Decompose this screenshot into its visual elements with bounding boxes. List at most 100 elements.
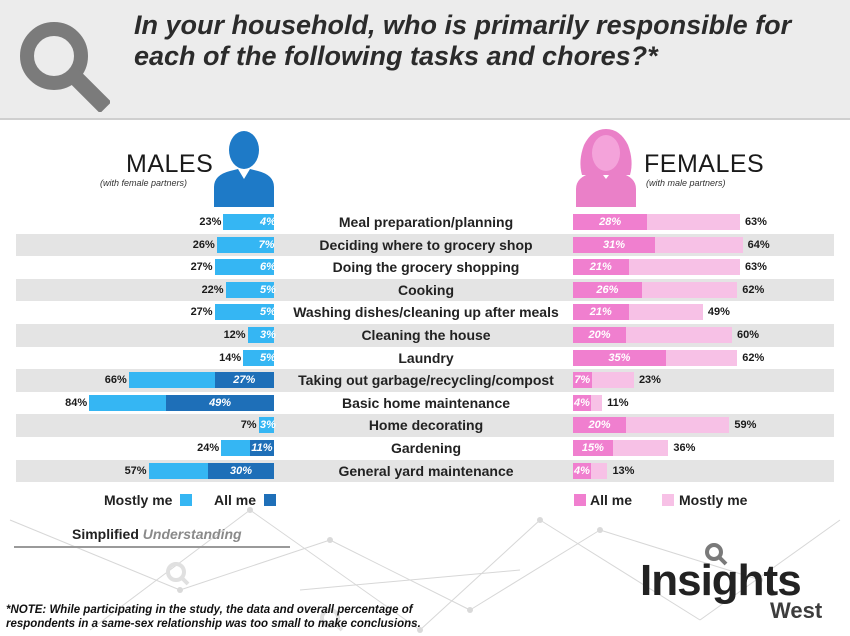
label-female-mostly: 13%: [612, 464, 635, 477]
label-male-mostly: 12%: [223, 329, 246, 341]
bar-male-all: [260, 281, 274, 298]
chart-row: 5% 22% Cooking 26% 62%: [16, 278, 834, 302]
label-female-mostly: 60%: [737, 329, 760, 341]
bar-male-all: [208, 462, 274, 479]
bar-female-all: [573, 327, 626, 343]
chart-row: 11% 24% Gardening 15% 36%: [16, 437, 834, 460]
label-female-all: 21%: [589, 306, 612, 319]
label-female-all: 7%: [574, 374, 591, 387]
chart-row: 30% 57% General yard maintenance 4% 13%: [16, 459, 834, 483]
bar-female-all: [573, 417, 626, 434]
bar-female-all: [573, 349, 666, 366]
females-subtitle: (with male partners): [646, 178, 726, 188]
label-male-all: 3%: [260, 419, 276, 432]
chart-row: 5% 14% Laundry 35% 62%: [16, 347, 834, 370]
legend-male-all-swatch: [264, 494, 276, 506]
logo-insights: Insights: [640, 556, 802, 605]
page-title: In your household, who is primarily resp…: [134, 10, 792, 71]
legend-female-mostly: Mostly me: [679, 492, 748, 508]
bar-male-all: [260, 214, 274, 230]
category-label: Cooking: [398, 281, 454, 298]
bar-female-all: [573, 304, 629, 321]
bar-male-all: [258, 236, 274, 253]
chart-row: 4% 23% Meal preparation/planning 28% 63%: [16, 211, 834, 234]
category-label: Cleaning the house: [361, 327, 491, 343]
label-male-all: 6%: [260, 261, 276, 274]
label-female-all: 26%: [596, 283, 619, 296]
label-female-mostly: 11%: [607, 396, 629, 409]
bar-male-all: [214, 372, 274, 389]
category-label: Basic home maintenance: [341, 394, 511, 411]
bar-female-all: [573, 236, 656, 253]
label-male-mostly: 84%: [65, 396, 88, 409]
bar-female-all: [573, 281, 642, 298]
bar-female-all: [573, 259, 629, 276]
category-label: Washing dishes/cleaning up after meals: [293, 304, 559, 321]
category-label: General yard maintenance: [338, 462, 514, 479]
label-female-mostly: 64%: [747, 238, 770, 251]
category-label: Home decorating: [368, 417, 484, 434]
label-female-all: 4%: [574, 396, 590, 409]
brand-divider: [14, 546, 290, 548]
bar-male-all: [260, 259, 274, 276]
label-female-all: 31%: [603, 238, 626, 251]
label-male-mostly: 27%: [190, 261, 213, 274]
label-male-mostly: 57%: [124, 464, 147, 477]
legend-female-all-swatch: [574, 494, 586, 506]
label-female-mostly: 59%: [734, 419, 757, 432]
label-male-mostly: 66%: [104, 374, 127, 387]
label-male-mostly: 24%: [197, 442, 220, 454]
label-male-all: 5%: [260, 283, 276, 296]
label-male-all: 49%: [209, 396, 232, 409]
bar-male-all: [260, 349, 274, 366]
chart-row: 3% 7% Home decorating 20% 59%: [16, 414, 834, 437]
label-male-all: 30%: [229, 464, 253, 477]
label-female-all: 20%: [588, 329, 611, 341]
label-female-mostly: 36%: [673, 442, 696, 454]
label-male-all: 5%: [260, 351, 276, 364]
label-male-all: 4%: [260, 216, 276, 228]
label-female-all: 28%: [599, 216, 622, 228]
label-male-mostly: 7%: [240, 419, 257, 432]
category-label: Deciding where to grocery shop: [319, 236, 533, 253]
bar-female-all: [573, 394, 591, 411]
bar-male-mostly: [214, 259, 274, 276]
category-label: Laundry: [398, 349, 454, 366]
header-band: In your household, who is primarily resp…: [0, 0, 850, 120]
chart-row: 5% 27% Washing dishes/cleaning up after me…: [16, 301, 834, 324]
label-female-all: 20%: [588, 419, 611, 432]
female-person-icon: [576, 129, 636, 207]
legend-male-all: All me: [214, 492, 257, 508]
chart-row: 27% 66% Taking out garbage/recycling/compo…: [16, 369, 834, 392]
label-male-mostly: 23%: [199, 216, 222, 228]
chart-row: 49% 84% Basic home maintenance 4% 11%: [16, 392, 834, 415]
category-label: Doing the grocery shopping: [332, 259, 520, 276]
legend-male-mostly: Mostly me: [104, 492, 173, 508]
chart-row: 3% 12% Cleaning the house 20% 60%: [16, 324, 834, 347]
male-person-icon: [214, 131, 274, 207]
bar-male-all: [260, 304, 274, 321]
chart-row: 6% 27% Doing the grocery shopping 21% 63%: [16, 256, 834, 279]
network-background: [9, 507, 841, 633]
bar-male-all: [260, 327, 274, 343]
brand-understanding: Understanding: [142, 526, 242, 542]
bar-male-mostly: [214, 304, 274, 321]
bar-female-all: [573, 440, 613, 456]
label-female-mostly: 63%: [744, 216, 767, 228]
chart-rows: 4% 23% Meal preparation/planning 28% 63% 7% 26…: [16, 211, 834, 483]
bar-male-all: [260, 417, 274, 434]
logo-west: West: [770, 598, 823, 623]
males-subtitle: (with female partners): [100, 178, 188, 188]
females-title: FEMALES: [644, 150, 765, 178]
label-female-mostly: 63%: [744, 261, 767, 274]
legend-female-mostly-swatch: [662, 494, 674, 506]
label-female-all: 21%: [589, 261, 612, 274]
label-male-mostly: 14%: [219, 351, 242, 364]
bar-female-all: [573, 462, 591, 479]
bar-female-all: [573, 372, 592, 389]
logo-search-icon: [705, 543, 728, 566]
bar-male-all: [166, 394, 274, 411]
brand-simplified: Simplified: [72, 526, 139, 542]
label-male-mostly: 26%: [192, 238, 215, 251]
bar-female-all: [573, 214, 648, 230]
